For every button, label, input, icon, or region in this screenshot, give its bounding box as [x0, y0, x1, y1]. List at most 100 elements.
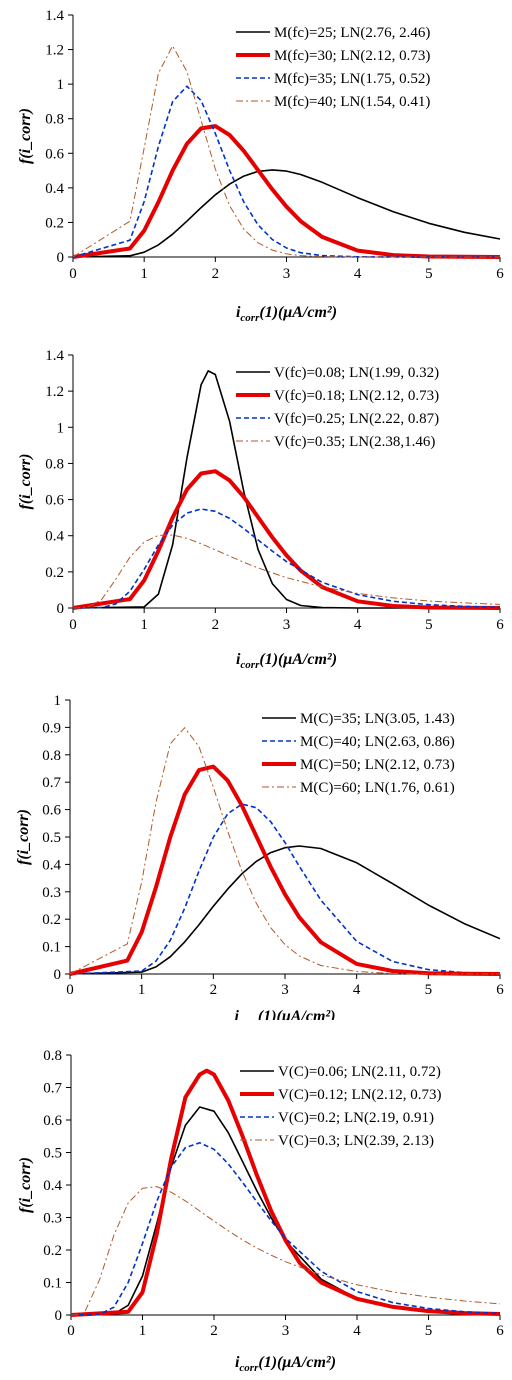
series-line-3 — [69, 764, 501, 976]
legend-label: V(C)=0.12; LN(2.12, 0.73) — [278, 1087, 441, 1103]
y-tick-label: 0.9 — [42, 720, 61, 736]
y-tick-label: 0.8 — [43, 1048, 62, 1064]
y-tick-label: 1.4 — [45, 348, 64, 364]
chart-mfc-variation: 0 0.2 0.4 0.6 0.8 1 1.2 1.4 0 1 2 3 4 5 6 icorr(1)(μA/c… — [0, 0, 512, 332]
y-tick-label: 0.8 — [42, 748, 61, 764]
series-line-1 — [69, 845, 501, 975]
y-tick-label: 0.5 — [42, 830, 61, 846]
y-tick-label: 0.3 — [42, 885, 61, 901]
x-tick-label: 4 — [353, 982, 361, 998]
y-tick-label: 0.4 — [43, 1178, 62, 1194]
y-tick-label: 0.3 — [43, 1211, 62, 1227]
x-tick-label: 5 — [425, 1323, 433, 1339]
y-tick-label: 1 — [57, 77, 65, 93]
chart-plot: 0 0.2 0.4 0.6 0.8 1 1.2 1.4 0 1 2 3 4 5 6 icorr(1)(μA/c… — [17, 8, 504, 324]
y-tick-label: 1.2 — [45, 43, 64, 59]
legend-label: V(fc)=0.08; LN(1.99, 0.32) — [274, 365, 439, 381]
chart-vfc-variation: 0 0.2 0.4 0.6 0.8 1 1.2 1.4 0 1 2 3 4 5 6 icorr(1)(μA/c… — [0, 340, 512, 670]
chart-plot: 0 0.1 0.2 0.3 0.4 0.5 0.6 0.7 0.8 0 1 2 3 4 5 6 icorr(1)… — [17, 1048, 504, 1374]
chart-plot: 0 0.1 0.2 0.3 0.4 0.5 0.6 0.7 0.8 0.9 1 0 1 2 3 4 5 6 icor… — [15, 693, 504, 1020]
x-tick-label: 6 — [496, 982, 504, 998]
legend-label: M(fc)=35; LN(1.75, 0.52) — [274, 71, 430, 87]
x-tick-label: 2 — [210, 982, 218, 998]
x-tick-label: 1 — [138, 982, 146, 998]
y-tick-label: 0.2 — [43, 1243, 62, 1259]
y-axis-title: f(i_corr) — [15, 809, 32, 865]
x-tick-label: 4 — [353, 1323, 361, 1339]
legend-label: V(fc)=0.35; LN(2.38,1.46) — [274, 434, 435, 450]
x-axis-title: icorr(1)(μA/cm²) — [235, 1354, 336, 1374]
chart-mc-variation: 0 0.1 0.2 0.3 0.4 0.5 0.6 0.7 0.8 0.9 1 0 1 2 3 4 5 6 icor… — [0, 688, 512, 1020]
legend-label: V(fc)=0.25; LN(2.22, 0.87) — [274, 411, 439, 427]
series-line-4 — [69, 727, 500, 975]
x-tick-label: 2 — [212, 266, 220, 282]
y-tick-label: 0.7 — [43, 1081, 62, 1097]
y-tick-label: 0 — [55, 1308, 63, 1324]
y-tick-label: 0 — [54, 967, 62, 983]
series-line-2 — [70, 1068, 501, 1317]
legend-label: V(C)=0.2; LN(2.19, 0.91) — [278, 1110, 434, 1126]
x-tick-label: 3 — [283, 617, 291, 633]
y-tick-label: 0.6 — [45, 146, 64, 162]
y-axis-title: f(i_corr) — [17, 108, 34, 164]
chart-vc-variation: 0 0.1 0.2 0.3 0.4 0.5 0.6 0.7 0.8 0 1 2 3 4 5 6 icorr(1)… — [0, 1040, 512, 1380]
x-axis-title: icorr(1)(μA/cm²) — [236, 651, 337, 670]
x-axis-title: icorr(1)(μA/cm²) — [234, 1008, 335, 1020]
y-tick-label: 1.4 — [45, 8, 64, 24]
x-tick-label: 3 — [282, 1323, 290, 1339]
chart-plot: 0 0.2 0.4 0.6 0.8 1 1.2 1.4 0 1 2 3 4 5 6 icorr(1)(μA/c… — [17, 348, 504, 670]
y-tick-label: 1.2 — [45, 384, 64, 400]
legend-label: M(fc)=40; LN(1.54, 0.41) — [274, 94, 430, 110]
x-tick-label: 3 — [281, 982, 289, 998]
series-line-1 — [72, 370, 500, 609]
y-tick-label: 1 — [54, 693, 62, 709]
x-tick-label: 6 — [496, 1323, 504, 1339]
x-tick-label: 0 — [69, 617, 77, 633]
x-tick-label: 0 — [69, 266, 77, 282]
series-line-2 — [72, 469, 501, 610]
y-tick-label: 0.8 — [45, 112, 64, 128]
x-tick-label: 1 — [140, 617, 148, 633]
x-tick-label: 3 — [283, 266, 291, 282]
y-tick-label: 0.2 — [45, 215, 64, 231]
series-line-3 — [72, 85, 500, 258]
series-line-4 — [70, 1186, 501, 1316]
y-tick-label: 0 — [57, 250, 65, 266]
y-tick-label: 0.6 — [42, 803, 61, 819]
y-tick-label: 0.6 — [43, 1113, 62, 1129]
legend-label: V(fc)=0.18; LN(2.12, 0.73) — [274, 388, 439, 404]
x-axis-title: icorr(1)(μA/cm²) — [236, 304, 337, 324]
y-tick-label: 0.4 — [42, 857, 61, 873]
series-line-3 — [70, 1142, 501, 1316]
x-tick-label: 1 — [139, 1323, 147, 1339]
x-tick-label: 1 — [140, 266, 148, 282]
legend-label: V(C)=0.06; LN(2.11, 0.72) — [278, 1064, 441, 1080]
x-tick-label: 6 — [496, 617, 504, 633]
y-tick-label: 0.8 — [45, 456, 64, 472]
y-tick-label: 0.2 — [45, 565, 64, 581]
series-line-4 — [72, 45, 500, 258]
y-tick-label: 0.6 — [45, 493, 64, 509]
x-tick-label: 2 — [210, 1323, 218, 1339]
legend-label: M(C)=60; LN(1.76, 0.61) — [300, 780, 455, 796]
y-tick-label: 0.1 — [42, 940, 61, 956]
y-tick-label: 0.1 — [43, 1276, 62, 1292]
series-line-2 — [69, 803, 501, 975]
y-tick-label: 0 — [57, 601, 65, 617]
y-tick-label: 0.5 — [43, 1146, 62, 1162]
y-axis-title: f(i_corr) — [17, 1157, 34, 1213]
legend-label: V(C)=0.3; LN(2.39, 2.13) — [278, 1133, 434, 1149]
x-tick-label: 5 — [425, 982, 433, 998]
x-tick-label: 6 — [496, 266, 504, 282]
x-tick-label: 0 — [67, 1323, 75, 1339]
y-tick-label: 0.4 — [45, 529, 64, 545]
y-axis-title: f(i_corr) — [17, 454, 34, 510]
x-tick-label: 0 — [66, 982, 74, 998]
legend-label: M(fc)=25; LN(2.76, 2.46) — [274, 25, 430, 41]
x-tick-label: 4 — [354, 266, 362, 282]
y-tick-label: 0.2 — [42, 912, 61, 928]
legend-label: M(C)=50; LN(2.12, 0.73) — [300, 757, 455, 773]
x-tick-label: 4 — [354, 617, 362, 633]
legend-label: M(C)=40; LN(2.63, 0.86) — [300, 734, 455, 750]
legend-label: M(C)=35; LN(3.05, 1.43) — [300, 711, 455, 727]
